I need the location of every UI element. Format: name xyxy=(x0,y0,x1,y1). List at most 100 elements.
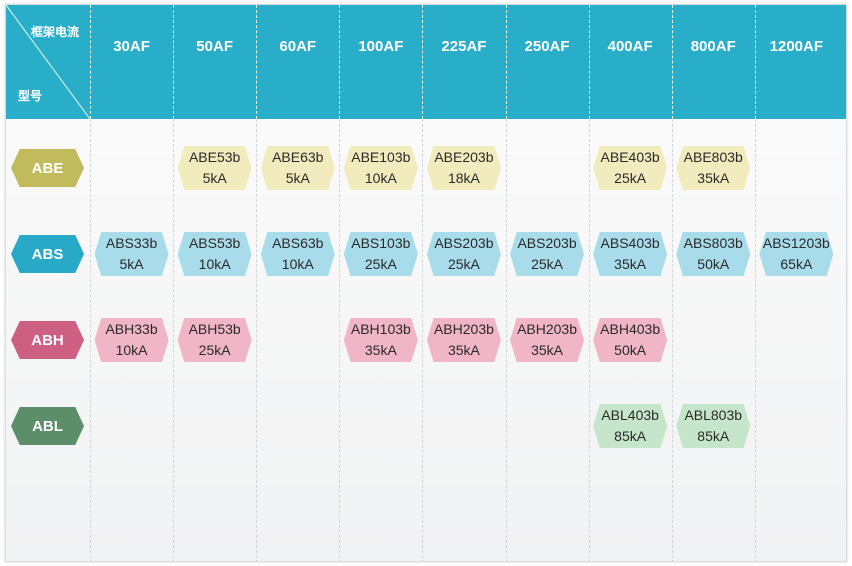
column-divider xyxy=(256,5,257,119)
column-header: 1200AF xyxy=(769,38,824,55)
column-divider xyxy=(173,5,174,119)
breaker-rating: 25kA xyxy=(531,256,563,272)
column-divider xyxy=(422,119,423,561)
breaker-rating: 50kA xyxy=(697,256,730,272)
column-divider xyxy=(589,119,590,561)
breaker-cell: ABS103b 25kA xyxy=(343,232,418,276)
breaker-rating: 5kA xyxy=(119,256,144,272)
breaker-model: ABE403b xyxy=(600,149,660,165)
breaker-rating: 35kA xyxy=(447,342,480,358)
breaker-cell: ABH403b 50kA xyxy=(593,318,668,362)
breaker-model: ABE103b xyxy=(351,149,411,165)
column-header: 30AF xyxy=(113,38,150,55)
breaker-cell: ABS53b 10kA xyxy=(177,232,252,276)
breaker-model: ABS203b xyxy=(517,235,577,251)
breaker-cell: ABL403b 85kA xyxy=(593,404,668,448)
breaker-rating: 35kA xyxy=(697,170,730,186)
breaker-model: ABE803b xyxy=(683,149,743,165)
breaker-cell: ABS1203b 65kA xyxy=(759,232,834,276)
breaker-rating: 18kA xyxy=(447,170,480,186)
breaker-rating: 25kA xyxy=(364,256,397,272)
column-divider xyxy=(256,119,257,561)
breaker-rating: 10kA xyxy=(364,170,397,186)
column-divider xyxy=(506,119,507,561)
breaker-cell: ABS403b 35kA xyxy=(593,232,668,276)
selection-table: 框架电流 型号 30AF 50AF 60AF 100AF 225AF 250AF 400AF… xyxy=(5,4,847,562)
corner-diagonal-divider xyxy=(6,5,90,119)
column-divider xyxy=(589,5,590,119)
row-label-abe: ABE xyxy=(11,149,84,187)
breaker-model: ABS203b xyxy=(434,235,494,251)
breaker-cell: ABE803b 35kA xyxy=(676,146,751,190)
breaker-rating: 85kA xyxy=(697,428,730,444)
column-header: 400AF xyxy=(607,38,653,55)
column-divider xyxy=(339,5,340,119)
breaker-model: ABE63b xyxy=(272,149,324,165)
breaker-model: ABH403b xyxy=(600,321,661,337)
breaker-model: ABE53b xyxy=(188,149,241,165)
breaker-model: ABS53b xyxy=(188,235,241,251)
column-divider xyxy=(755,5,756,119)
breaker-rating: 5kA xyxy=(202,170,227,186)
breaker-cell: ABE53b 5kA xyxy=(177,146,252,190)
breaker-model: ABH203b xyxy=(517,321,578,337)
breaker-cell: ABH103b 35kA xyxy=(343,318,418,362)
breaker-cell: ABS33b 5kA xyxy=(94,232,169,276)
column-divider xyxy=(755,119,756,561)
breaker-cell: ABE63b 5kA xyxy=(260,146,335,190)
breaker-model: ABS1203b xyxy=(762,235,830,251)
column-divider xyxy=(672,5,673,119)
breaker-cell: ABS63b 10kA xyxy=(260,232,335,276)
breaker-model: ABH33b xyxy=(105,321,158,337)
column-divider xyxy=(672,119,673,561)
breaker-cell: ABH203b 35kA xyxy=(510,318,585,362)
breaker-rating: 25kA xyxy=(447,256,480,272)
breaker-rating: 65kA xyxy=(780,256,813,272)
breaker-cell: ABH203b 35kA xyxy=(426,318,501,362)
breaker-rating: 5kA xyxy=(285,170,310,186)
column-header: 50AF xyxy=(196,38,233,55)
breaker-rating: 10kA xyxy=(281,256,314,272)
breaker-cell: ABH33b 10kA xyxy=(94,318,169,362)
column-header: 225AF xyxy=(441,38,487,55)
breaker-rating: 85kA xyxy=(614,428,647,444)
breaker-model: ABS63b xyxy=(272,235,324,251)
breaker-rating: 25kA xyxy=(198,342,231,358)
table-header: 框架电流 型号 30AF 50AF 60AF 100AF 225AF 250AF 400AF… xyxy=(6,5,846,119)
column-header: 100AF xyxy=(358,38,404,55)
breaker-rating: 35kA xyxy=(614,256,647,272)
column-header: 60AF xyxy=(279,38,317,55)
column-divider xyxy=(339,119,340,561)
breaker-model: ABH103b xyxy=(350,321,411,337)
column-divider xyxy=(90,119,91,561)
column-header: 250AF xyxy=(524,38,570,55)
breaker-rating: 25kA xyxy=(614,170,647,186)
breaker-cell: ABS203b 25kA xyxy=(510,232,585,276)
breaker-model: ABE203b xyxy=(434,149,494,165)
breaker-cell: ABH53b 25kA xyxy=(177,318,252,362)
breaker-model: ABH53b xyxy=(188,321,241,337)
breaker-cell: ABS803b 50kA xyxy=(676,232,751,276)
breaker-model: ABH203b xyxy=(433,321,494,337)
corner-label-frame-current: 框架电流 xyxy=(31,25,80,39)
column-header: 800AF xyxy=(690,38,736,55)
breaker-cell: ABS203b 25kA xyxy=(426,232,501,276)
column-divider xyxy=(90,5,91,119)
row-label-abs: ABS xyxy=(11,235,84,273)
breaker-cell: ABE103b 10kA xyxy=(343,146,418,190)
breaker-model: ABS403b xyxy=(600,235,660,251)
breaker-model: ABL403b xyxy=(601,407,659,423)
breaker-rating: 35kA xyxy=(531,342,563,358)
column-divider xyxy=(173,119,174,561)
breaker-rating: 50kA xyxy=(614,342,647,358)
breaker-rating: 35kA xyxy=(364,342,397,358)
breaker-model: ABS33b xyxy=(105,235,158,251)
column-divider xyxy=(422,5,423,119)
row-label-abl: ABL xyxy=(11,407,84,445)
breaker-model: ABL803b xyxy=(684,407,743,423)
breaker-cell: ABE403b 25kA xyxy=(593,146,668,190)
corner-label-model: 型号 xyxy=(18,89,43,103)
breaker-cell: ABE203b 18kA xyxy=(426,146,501,190)
breaker-model: ABS803b xyxy=(683,235,743,251)
breaker-rating: 10kA xyxy=(198,256,231,272)
